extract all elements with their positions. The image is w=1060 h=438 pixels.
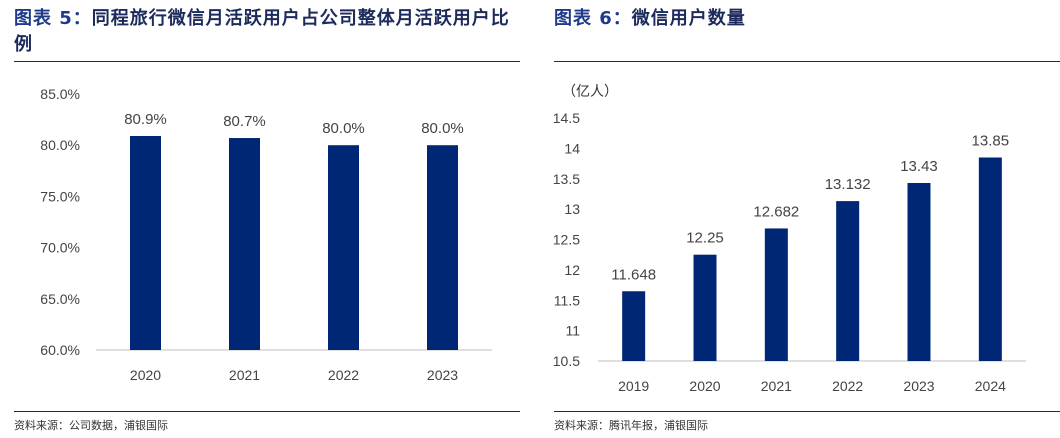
chart-title-label-left: 图表 5： [14,8,92,29]
x-tick-label-2020: 2020 [130,367,161,383]
x-tick-label-2021: 2021 [229,367,260,383]
x-tick-label-2023: 2023 [427,367,458,383]
y-tick-label: 13.5 [553,171,580,187]
y-tick-label: 10.5 [553,353,580,369]
chart-title-left: 图表 5：同程旅行微信月活跃用户占公司整体月活跃用户比例 [14,6,514,58]
chart-title-label-right: 图表 6： [554,8,632,29]
y-tick-label: 60.0% [40,342,80,358]
y-tick-label: 75.0% [40,188,80,204]
bar-chart-wechat-users: 10.5 11 11.5 12 12.5 13 13.5 14 14.5 11.648 2019 12… [553,84,1026,394]
x-tick-label-2022: 2022 [328,367,359,383]
data-label-2022: 80.0% [322,120,365,137]
y-tick-label: 70.0% [40,240,80,256]
y-tick-label: 13 [564,201,580,217]
bar-2024 [978,157,1002,361]
bar-2021 [229,138,260,350]
chart-title-right: 图表 6：微信用户数量 [554,6,1054,32]
x-tick-label-2024: 2024 [975,378,1006,394]
y-tick-label: 11.5 [554,292,580,308]
bar-chart-wechat-mau-share: 60.0% 65.0% 70.0% 75.0% 80.0% 85.0% 80.9% 2020 8… [40,86,492,383]
y-tick-label: 12 [564,262,580,278]
bar-2020 [693,254,717,361]
chart-title-text-right: 微信用户数量 [631,8,746,29]
source-rule-right [554,411,1060,412]
data-label-2023: 13.43 [900,158,938,175]
y-tick-label: 65.0% [40,291,80,307]
y-tick-label: 14.5 [553,110,580,126]
title-rule-left [14,61,520,62]
x-tick-label-2019: 2019 [618,378,649,394]
data-label-2024: 13.85 [972,132,1010,149]
y-axis-unit-label: （亿人） [562,84,618,100]
data-label-2019: 11.648 [611,266,656,283]
bar-2023 [907,183,931,361]
data-label-2022: 13.132 [825,176,871,193]
y-tick-label: 11 [565,323,580,339]
data-label-2021: 12.682 [753,203,799,220]
bar-2021 [764,228,788,361]
source-rule-left [14,411,520,412]
chart-title-text-left: 同程旅行微信月活跃用户占公司整体月活跃用户比例 [14,8,510,55]
x-tick-label-2020: 2020 [689,378,720,394]
x-tick-label-2022: 2022 [832,378,863,394]
source-note-right: 资料来源：腾讯年报，浦银国际 [554,419,708,432]
data-label-2020: 80.9% [124,111,167,128]
data-label-2021: 80.7% [223,113,266,130]
y-tick-label: 12.5 [553,232,580,248]
source-note-left: 资料来源：公司数据，浦银国际 [14,419,168,432]
bar-2019 [622,291,646,361]
y-tick-label: 14 [564,140,580,156]
chart-panel-left: 图表 5：同程旅行微信月活跃用户占公司整体月活跃用户比例 60.0% 65.0% 7… [0,0,520,438]
data-label-2023: 80.0% [421,120,464,137]
chart-panel-right: 图表 6：微信用户数量 10.5 11 11.5 12 12.5 13 13.5 14 14.5… [540,0,1060,438]
bar-2022 [836,201,860,361]
x-tick-label-2021: 2021 [761,378,792,394]
bar-2022 [328,145,359,350]
y-tick-label: 80.0% [40,137,80,153]
data-label-2020: 12.25 [686,230,724,247]
title-rule-right [554,61,1060,62]
bar-2023 [427,145,458,350]
y-tick-label: 85.0% [40,86,80,102]
bar-2020 [130,135,161,350]
x-tick-label-2023: 2023 [903,378,934,394]
